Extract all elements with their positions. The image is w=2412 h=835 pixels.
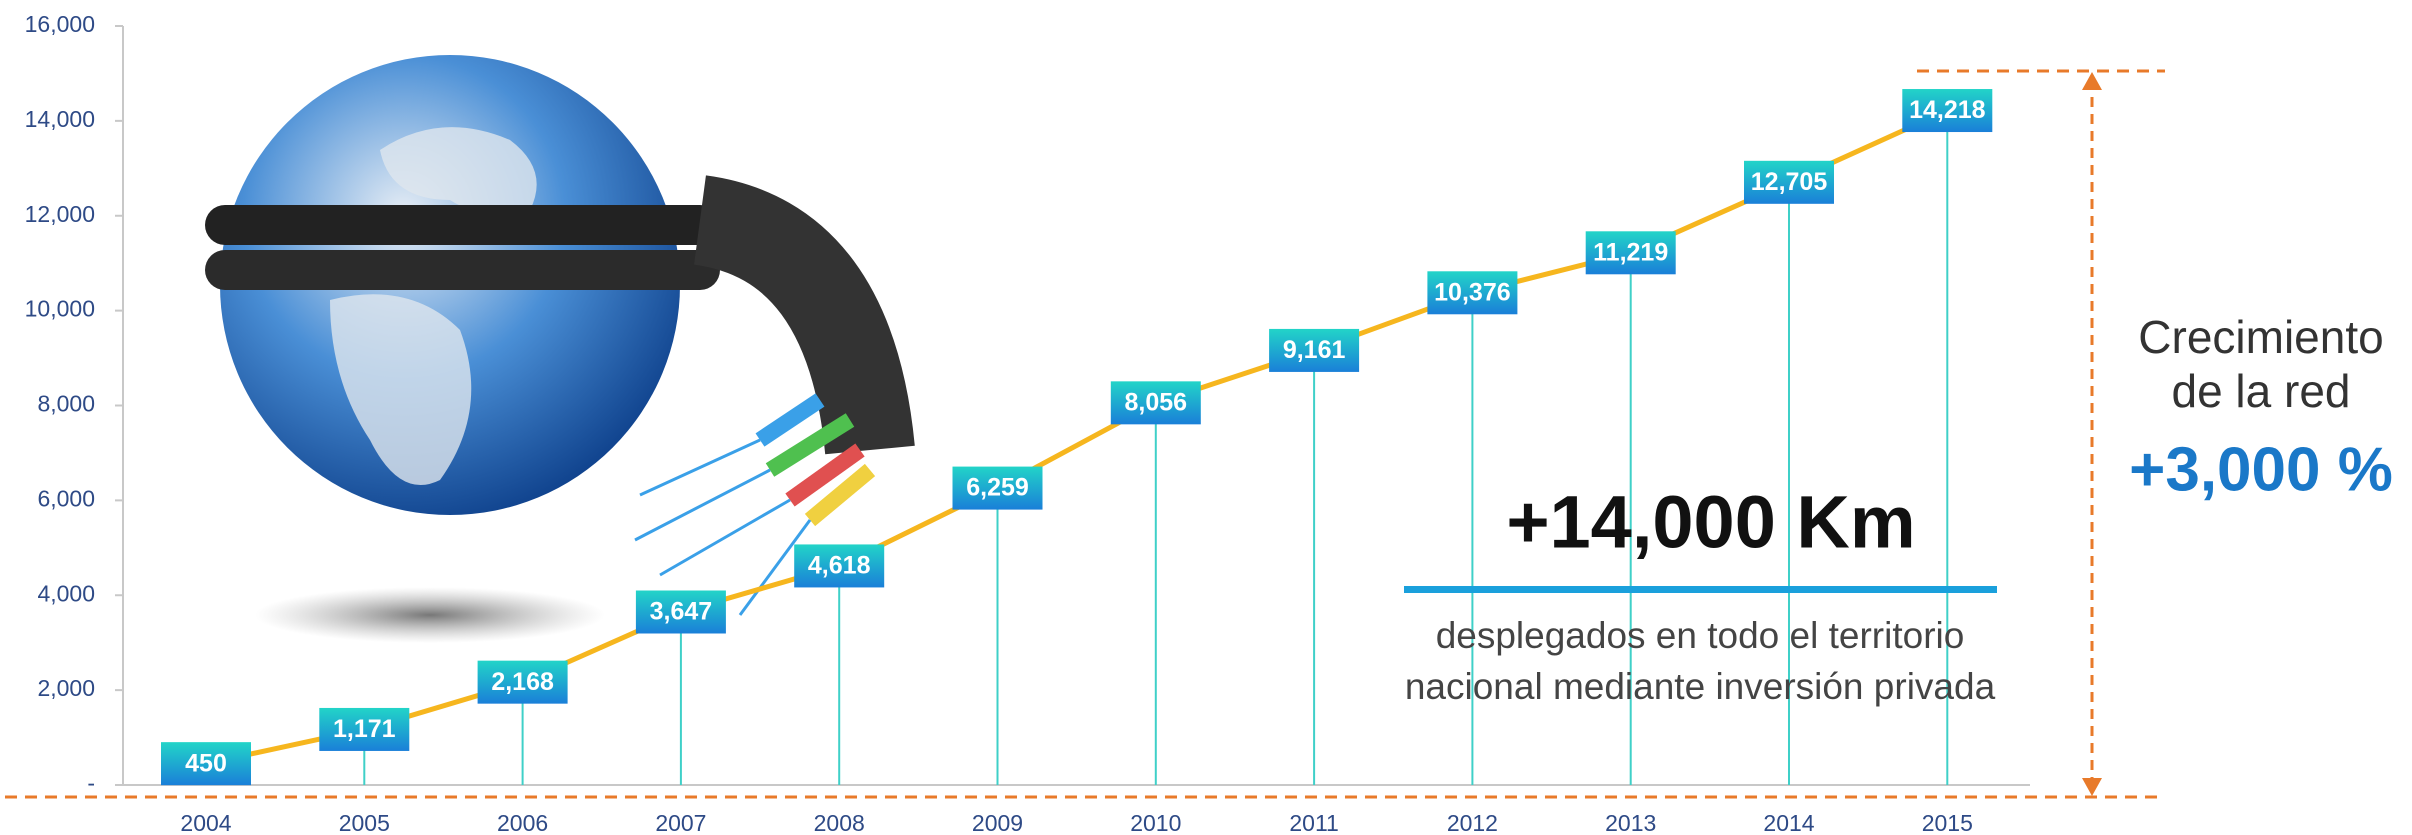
- x-tick-label: 2007: [655, 810, 706, 835]
- value-label: 6,259: [966, 474, 1029, 502]
- growth-indicator: [5, 69, 2165, 799]
- growth-label: de la red: [2171, 365, 2350, 417]
- y-tick-label: 8,000: [37, 391, 95, 417]
- value-box: [161, 742, 251, 786]
- x-tick-label: 2009: [972, 810, 1023, 835]
- value-box: [319, 707, 410, 751]
- value-label: 12,705: [1751, 168, 1828, 196]
- y-tick-label: -: [87, 770, 95, 796]
- value-box: [794, 544, 885, 588]
- x-tick-label: 2008: [814, 810, 865, 835]
- value-label: 8,056: [1125, 388, 1188, 416]
- globe-illustration: [205, 55, 915, 643]
- value-box: [1110, 381, 1201, 425]
- value-label: 10,376: [1434, 278, 1510, 306]
- value-box: [477, 660, 568, 704]
- value-box: [635, 590, 726, 634]
- value-label: 1,171: [333, 715, 396, 743]
- x-tick-label: 2011: [1289, 810, 1338, 835]
- x-tick-label: 2005: [339, 810, 390, 835]
- headline: +14,000 Km: [1506, 481, 1915, 564]
- growth-value: +3,000 %: [2129, 435, 2393, 504]
- y-tick-label: 4,000: [37, 580, 95, 606]
- x-tick-label: 2014: [1763, 810, 1814, 835]
- value-label: 2,168: [491, 668, 554, 696]
- caption: desplegados en todo el territorio: [1436, 615, 1965, 656]
- underline: [1404, 586, 1997, 593]
- value-label: 11,219: [1593, 238, 1668, 266]
- y-tick-label: 6,000: [37, 485, 95, 511]
- value-label: 9,161: [1283, 336, 1346, 364]
- value-box: [1585, 231, 1676, 275]
- y-tick-label: 14,000: [25, 106, 95, 132]
- x-tick-label: 2015: [1922, 810, 1973, 835]
- x-tick-label: 2013: [1605, 810, 1656, 835]
- x-tick-label: 2004: [180, 810, 231, 835]
- growth-label: Crecimiento: [2138, 311, 2383, 363]
- y-tick-label: 12,000: [25, 201, 95, 227]
- value-box: [952, 466, 1043, 510]
- value-box: [1269, 328, 1360, 372]
- value-label: 4,618: [808, 552, 871, 580]
- value-label: 3,647: [650, 598, 713, 626]
- x-tick-label: 2006: [497, 810, 548, 835]
- value-box: [1902, 89, 1993, 133]
- x-tick-label: 2010: [1130, 810, 1181, 835]
- value-box: [1744, 160, 1834, 204]
- y-tick-label: 2,000: [37, 675, 95, 701]
- value-box: [1427, 271, 1518, 315]
- value-label: 14,218: [1909, 96, 1986, 124]
- x-tick-label: 2012: [1447, 810, 1498, 835]
- caption: nacional mediante inversión privada: [1405, 666, 1996, 707]
- y-tick-label: 16,000: [25, 11, 95, 37]
- y-tick-label: 10,000: [25, 296, 95, 322]
- value-label: 450: [185, 749, 227, 777]
